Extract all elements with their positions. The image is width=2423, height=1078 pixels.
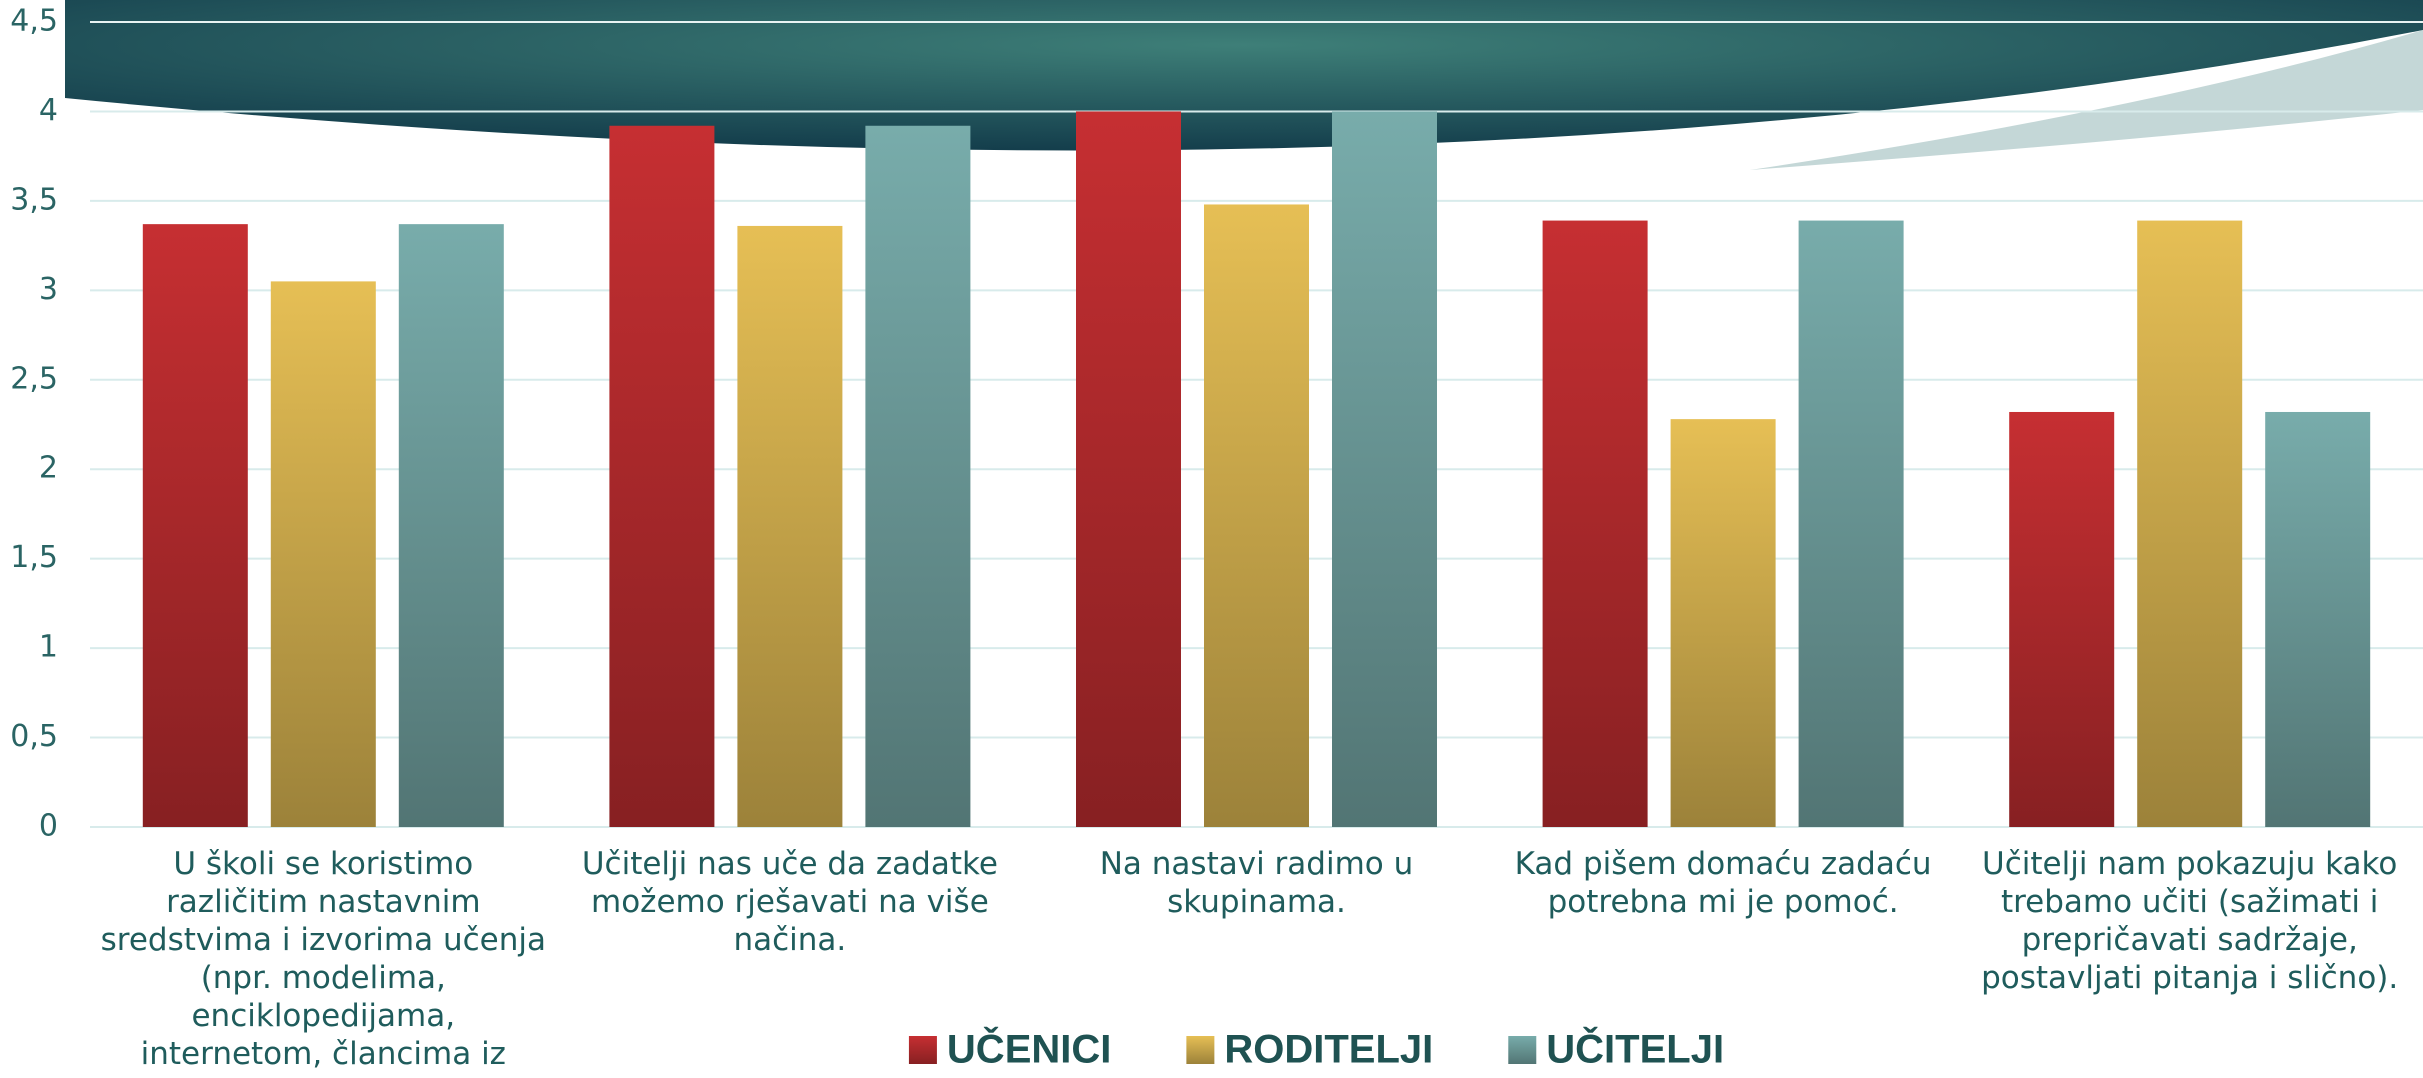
y-tick-label: 4 xyxy=(39,93,58,128)
y-tick-label: 3,5 xyxy=(10,182,58,217)
y-tick-label: 1 xyxy=(39,630,58,665)
x-tick-label: Kad pišem domaću zadaću potrebna mi je p… xyxy=(1498,845,1949,921)
x-label-box: U školi se koristimo različitim nastavni… xyxy=(98,845,549,1078)
y-tick-label: 0 xyxy=(39,809,58,844)
legend-swatch xyxy=(1186,1036,1214,1064)
legend-label: UČENICI xyxy=(947,1026,1111,1072)
x-tick-label: U školi se koristimo različitim nastavni… xyxy=(98,845,549,1078)
bar xyxy=(1332,111,1437,827)
bar xyxy=(865,126,970,827)
bar xyxy=(143,224,248,827)
bar xyxy=(2265,412,2370,827)
bar xyxy=(271,281,376,827)
legend: UČENICI RODITELJI UČITELJI xyxy=(909,1026,1724,1072)
bar xyxy=(1799,221,1904,827)
bar xyxy=(1204,204,1309,827)
y-tick-label: 2,5 xyxy=(10,361,58,396)
bar xyxy=(1076,111,1181,827)
x-tick-label: Učitelji nas uče da zadatke možemo rješa… xyxy=(565,845,1016,959)
bar xyxy=(1671,419,1776,827)
x-tick-label: Na nastavi radimo u skupinama. xyxy=(1031,845,1482,921)
y-tick-label: 0,5 xyxy=(10,719,58,754)
bar xyxy=(2137,221,2242,827)
x-tick-label: Učitelji nam pokazuju kako trebamo učiti… xyxy=(1964,845,2415,997)
legend-swatch xyxy=(1508,1036,1536,1064)
bar xyxy=(609,126,714,827)
y-tick-label: 1,5 xyxy=(10,540,58,575)
legend-swatch xyxy=(909,1036,937,1064)
bar xyxy=(399,224,504,827)
bar xyxy=(737,226,842,827)
plot: 0 0,5 1 1,5 2 2,5 3 3,5 4 4,5 U školi se koristimo… xyxy=(10,4,2423,1078)
legend-label: UČITELJI xyxy=(1546,1026,1724,1072)
bar xyxy=(2009,412,2114,827)
bar xyxy=(1543,221,1648,827)
legend-label: RODITELJI xyxy=(1224,1028,1433,1072)
y-tick-label: 4,5 xyxy=(10,4,58,39)
y-tick-label: 2 xyxy=(39,451,58,486)
x-label-box: Učitelji nam pokazuju kako trebamo učiti… xyxy=(1964,845,2415,1078)
y-tick-label: 3 xyxy=(39,272,58,307)
chart: 0 0,5 1 1,5 2 2,5 3 3,5 4 4,5 U školi se koristimo… xyxy=(0,0,2423,1078)
